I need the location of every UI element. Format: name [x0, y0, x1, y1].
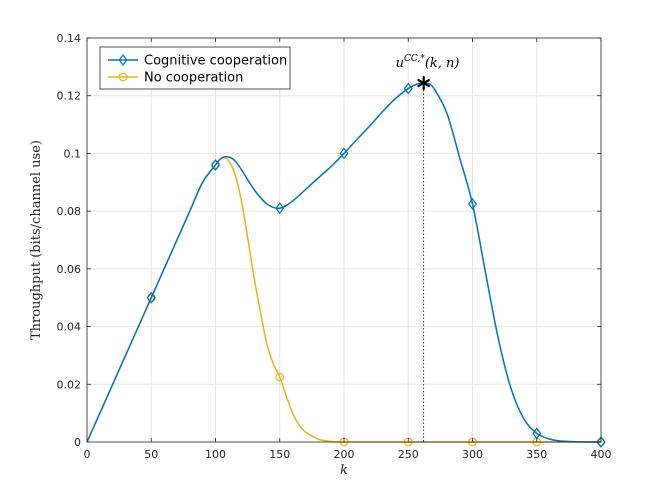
series-no-cooperation [86, 156, 606, 447]
optimum-annotation-label: uCC,*(k, n) [396, 54, 460, 71]
x-tick-label: 50 [144, 448, 158, 461]
data-point-cognitive-cooperation [275, 202, 285, 215]
legend-entry-no-cooperation: No cooperation [108, 71, 243, 86]
legend-marker [118, 54, 128, 66]
data-point-cognitive-cooperation [468, 197, 477, 210]
series-layer [86, 81, 606, 448]
star-stroke [417, 78, 430, 88]
data-point-cognitive-cooperation [596, 436, 606, 448]
data-point-no-cooperation [275, 372, 285, 382]
y-tick-label: 0.08 [57, 205, 82, 218]
x-axis-label: k [340, 463, 348, 478]
y-axis-label: Throughput (bits/channel use) [29, 140, 44, 340]
data-point-cognitive-cooperation [211, 158, 220, 171]
legend-entry-cognitive-cooperation: Cognitive cooperation [108, 54, 287, 69]
annotation-base: u [396, 56, 404, 71]
x-tick-label: 350 [526, 448, 547, 461]
optimum-star-marker [417, 75, 430, 91]
x-tick-label: 250 [398, 448, 419, 461]
y-tick-label: 0.12 [57, 90, 82, 103]
y-tick-label: 0.14 [57, 32, 82, 45]
legend-label: No cooperation [144, 71, 243, 86]
x-tick-label: 300 [462, 448, 483, 461]
x-tick-label: 0 [84, 448, 91, 461]
annotation-args: (k, n) [425, 56, 460, 71]
tick-layer: 0 50 100 150 200 250 300 350 400 0 0.02 0.04 0.06 0.0… [57, 32, 612, 461]
grid [86, 37, 602, 443]
y-tick-label: 0.1 [64, 147, 82, 160]
y-tick-label: 0.06 [57, 263, 82, 276]
data-point-cognitive-cooperation [403, 82, 413, 95]
x-tick-label: 100 [205, 448, 226, 461]
y-tick-label: 0 [74, 436, 81, 449]
legend: Cognitive cooperation No cooperation [99, 46, 291, 90]
x-tick-label: 150 [269, 448, 290, 461]
y-tick-label: 0.04 [57, 321, 82, 334]
x-tick-label: 200 [334, 448, 355, 461]
legend-box [99, 46, 291, 90]
y-tick-label: 0.02 [57, 378, 82, 391]
legend-label: Cognitive cooperation [144, 54, 287, 69]
x-tick-label: 400 [591, 448, 612, 461]
annotation-superscript: CC,* [404, 54, 425, 64]
annotation-layer: uCC,*(k, n) [396, 54, 460, 442]
data-point-cognitive-cooperation [339, 147, 349, 160]
series-line-cognitive-cooperation [86, 81, 602, 443]
series-cognitive-cooperation [86, 81, 606, 448]
legend-marker [118, 72, 128, 82]
data-point-cognitive-cooperation [146, 291, 156, 304]
